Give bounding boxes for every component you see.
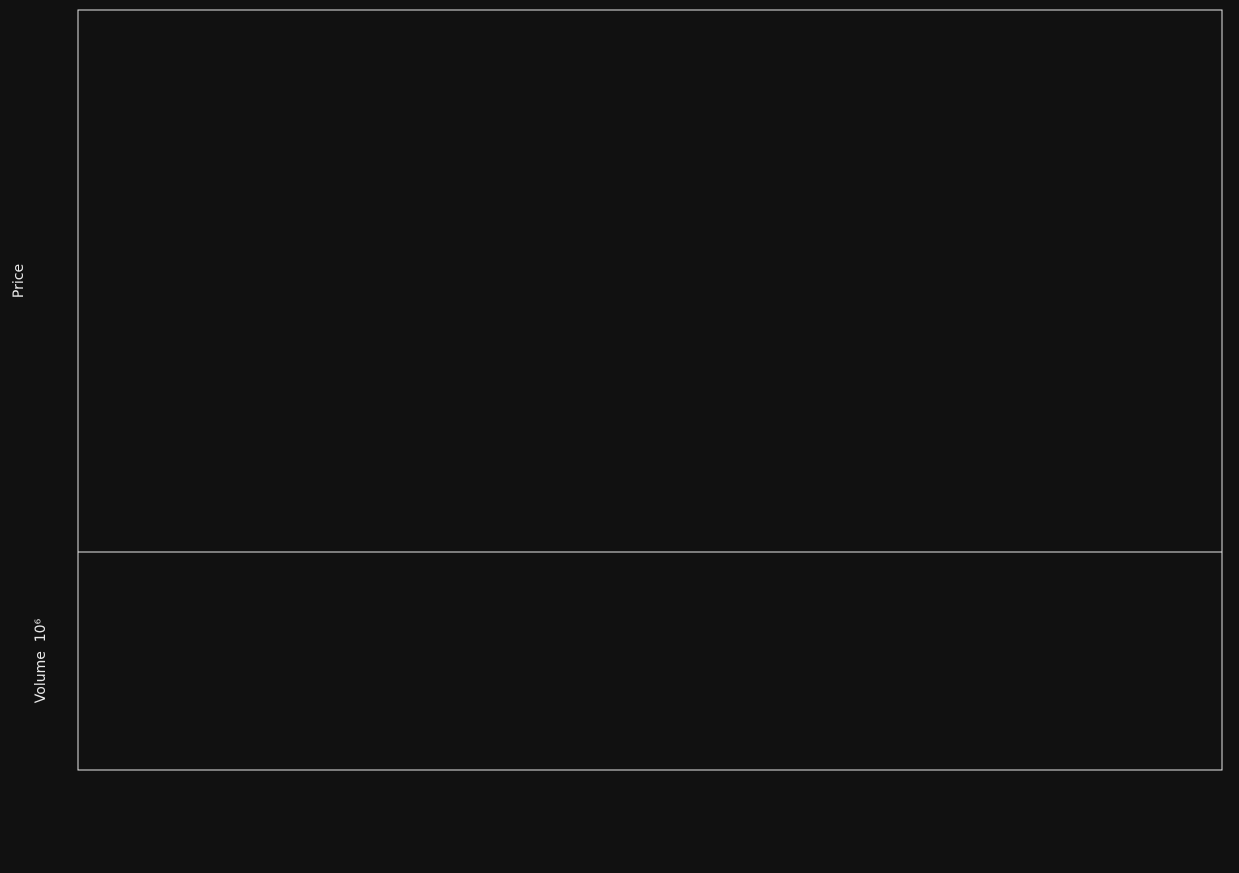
price-axis-label: Price [11, 264, 27, 298]
volume-frame [77, 551, 1223, 771]
volume-axis-label: Volume 10⁶ [33, 618, 49, 703]
